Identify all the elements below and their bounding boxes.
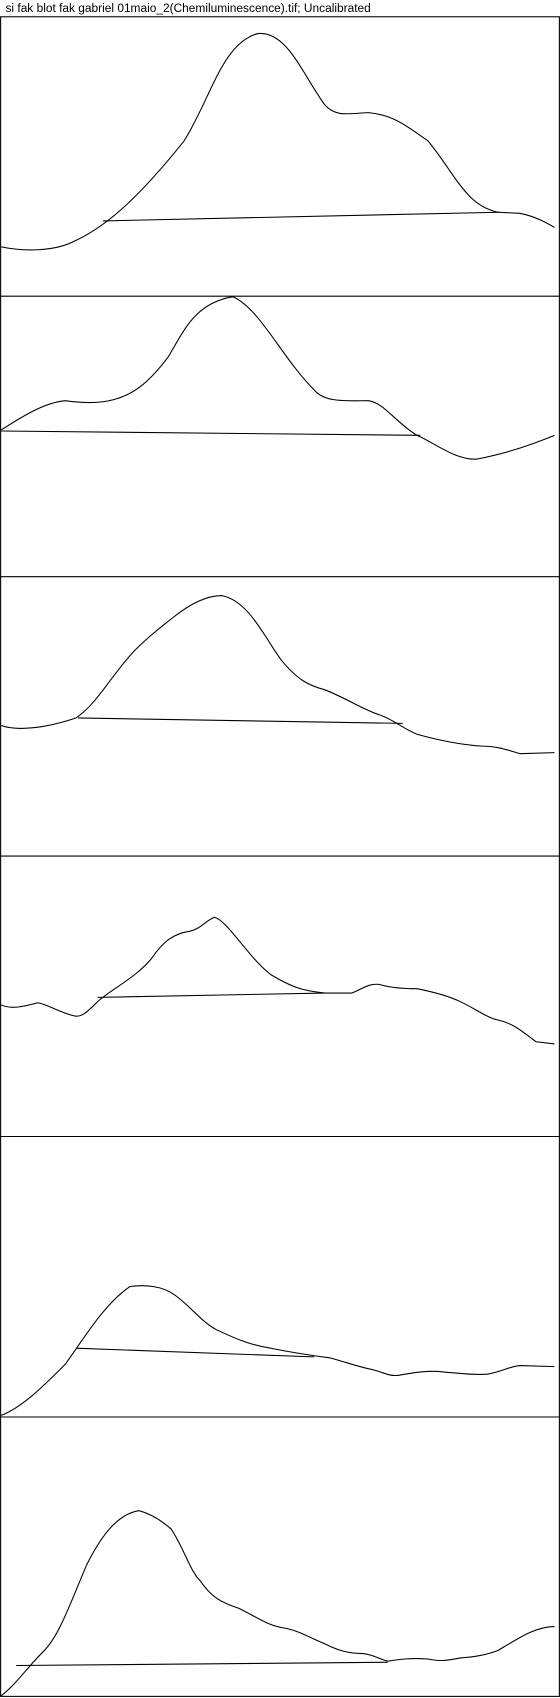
- baseline: [78, 717, 403, 724]
- lane-profile: [0, 916, 555, 1045]
- baseline: [75, 1347, 315, 1358]
- baseline: [1, 430, 421, 436]
- lane-profile: [1, 33, 555, 251]
- lane-profile: [0, 296, 555, 460]
- lane-profile: [0, 595, 555, 755]
- baseline: [97, 992, 325, 998]
- baseline: [102, 211, 501, 222]
- window-title: si fak blot fak gabriel 01maio_2(Chemilu…: [5, 1, 370, 15]
- lane-profile: [0, 1510, 555, 1697]
- lane-profile: [0, 1285, 555, 1416]
- baseline: [16, 1661, 388, 1667]
